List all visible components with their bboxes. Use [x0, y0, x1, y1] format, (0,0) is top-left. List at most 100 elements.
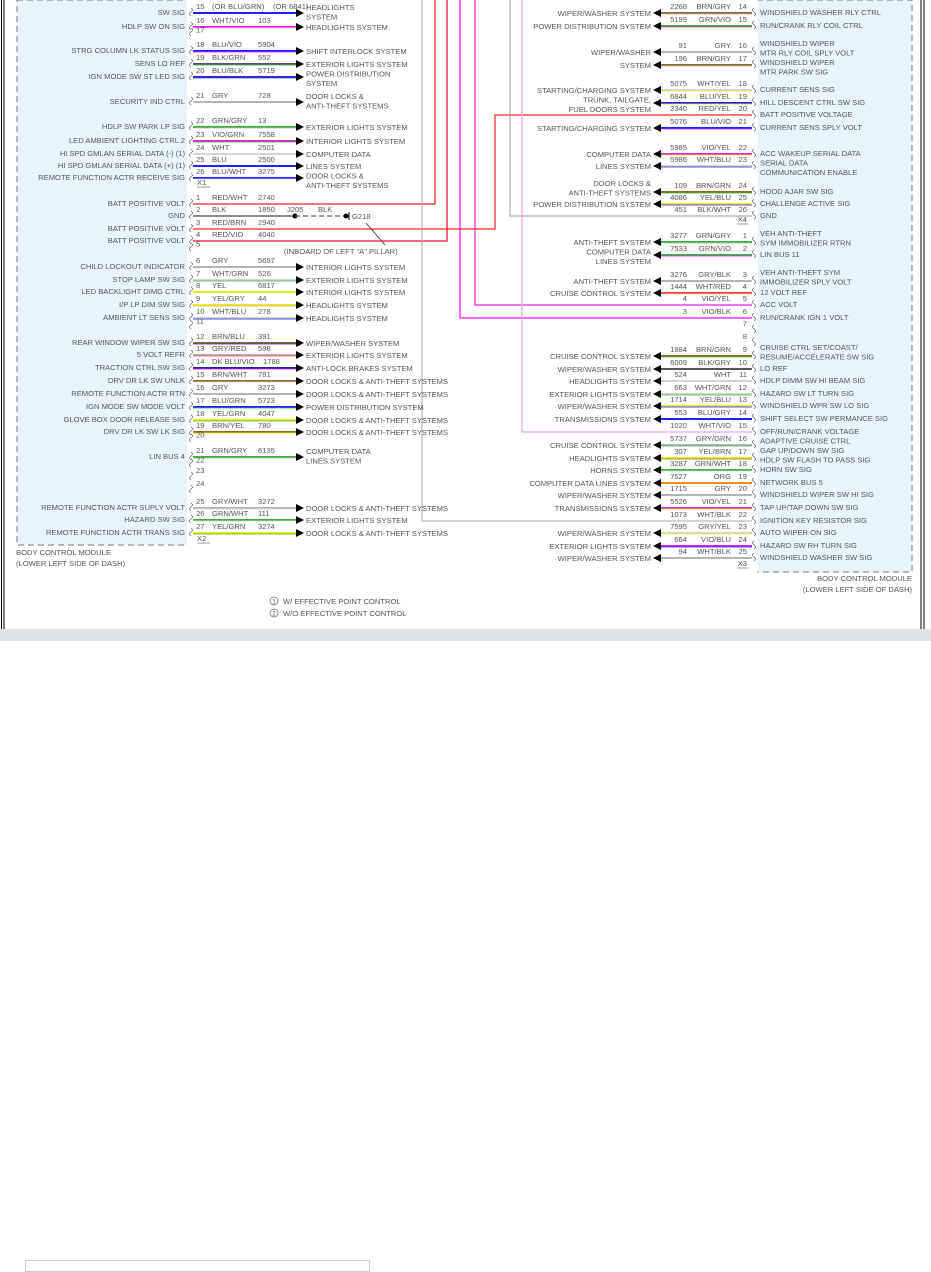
route-gnd — [509, 0, 752, 217]
destination-system: HEADLIGHTS — [306, 3, 355, 12]
arrow-icon — [296, 390, 304, 398]
destination-system: DOOR LOCKS & ANTI-THEFT SYSTEMS — [306, 428, 448, 437]
circuit-number: 5737 — [670, 434, 687, 443]
pin-row-27: 27 REMOTE FUNCTION ACTR TRANS SIG YEL/GRN 3… — [46, 522, 448, 538]
circuit-number: 5697 — [258, 256, 275, 265]
circuit-number: 5076 — [670, 117, 687, 126]
connector-terminal-icon — [189, 21, 193, 31]
arrow-icon — [296, 428, 304, 436]
circuit-number: 94 — [679, 547, 687, 556]
circuit-function-label: DRV DR LK SW LK SIG — [104, 427, 185, 436]
circuit-function-label: IGNITION KEY RESISTOR SIG — [760, 516, 867, 525]
circuit-number: 391 — [258, 332, 271, 341]
circuit-function-label: HDLP SW FLASH TO PASS SIG — [760, 456, 871, 465]
wire-color-code: GRY — [212, 256, 228, 265]
circuit-number: 111 — [258, 509, 270, 518]
wire-color-code: GRN/VIO — [699, 15, 731, 24]
circuit-number: 109 — [674, 181, 687, 190]
pin-row-5: 5 — [189, 240, 200, 252]
pin-number: 4 — [196, 230, 200, 239]
wire-color-code: WHT/GRN — [212, 269, 248, 278]
wire-color-code: RED/VIO — [212, 230, 243, 239]
arrow-icon — [296, 314, 304, 322]
pin-row-1: 1 BATT POSITIVE VOLT RED/WHT 2740 — [108, 193, 275, 208]
pin-number: 15 — [196, 370, 204, 379]
connector-terminal-icon — [752, 46, 756, 56]
circuit-number: 6844 — [670, 92, 687, 101]
pin-row-20: 20 RED/YEL 2340 BATT POSITIVE VOLTAGE — [670, 104, 853, 119]
destination-system: INTERIOR LIGHTS SYSTEM — [306, 288, 405, 297]
connector-terminal-icon — [189, 58, 193, 68]
circuit-number: 2740 — [258, 193, 275, 202]
destination-system: DOOR LOCKS & — [306, 92, 364, 101]
labels: BODY CONTROL MODULE (LOWER LEFT SIDE OF … — [16, 548, 912, 618]
pin-row-26: 26 BLK/WHT 451 GND — [674, 205, 777, 220]
circuit-function-label: DRV DR LK SW UNLK — [108, 376, 185, 385]
arrow-icon — [296, 263, 304, 271]
wire-color-code: VIO/BLU — [701, 535, 731, 544]
circuit-function-label: HAZARD SW LT TURN SIG — [760, 389, 854, 398]
pin-number: 16 — [196, 383, 204, 392]
arrow-icon — [653, 99, 661, 107]
pin-row-7: 7 STOP LAMP SW SIG WHT/GRN 526 EXTERIOR LIGH… — [112, 269, 407, 285]
arrow-icon — [296, 98, 304, 106]
pin-row-16: 16 REMOTE FUNCTION ACTR RTN GRY 3273 DOOR LO… — [71, 383, 448, 399]
circuit-function-label: REMOTE FUNCTION ACTR RTN — [71, 389, 185, 398]
wire-color-code: GRN/WHT — [212, 509, 249, 518]
wire-color-code: BRN/YEL — [212, 421, 245, 430]
connector-x4-right: 14 BRN/GRY 2268 WINDSHIELD WASHER RLY CTRL W… — [533, 2, 881, 225]
circuit-function-label: ADAPTIVE CRUISE CTRL — [760, 437, 850, 446]
wire-color-code: GRY/YEL — [698, 522, 731, 531]
circuit-function-label: VEH ANTI-THEFT — [760, 229, 822, 238]
pin-number: 18 — [196, 409, 204, 418]
wire-color-code: RED/YEL — [699, 104, 732, 113]
circuit-number: 663 — [674, 383, 687, 392]
destination-system: COMPUTER DATA — [306, 150, 372, 159]
destination-system: POWER DISTRIBUTION SYSTEM — [533, 200, 651, 209]
pin-number: 10 — [739, 358, 747, 367]
pin-row-9: 9 BRN/GRN 1884 CRUISE CTRL SET/COAST/RESUME… — [550, 343, 874, 362]
arrow-icon — [296, 174, 304, 182]
taskbar-item[interactable] — [25, 1260, 370, 1272]
pin-row-2: 2 GND BLK 1850 — [168, 205, 275, 220]
destination-system: DOOR LOCKS & ANTI-THEFT SYSTEMS — [306, 416, 448, 425]
diagram-frame — [1, 0, 925, 629]
connector-terminal-icon — [752, 249, 756, 259]
destination-system: COMPUTER DATA — [306, 447, 372, 456]
circuit-function-label: ACC WAKEUP SERIAL DATA — [760, 149, 862, 158]
wire-color-code: BRN/GRN — [696, 181, 731, 190]
destination-system: TRUNK, TAILGATE, — [583, 96, 651, 105]
circuit-function-label: 5 VOLT REFR — [137, 350, 186, 359]
wire-color-code: YEL/GRN — [212, 522, 245, 531]
destination-system: CRUISE CONTROL SYSTEM — [550, 289, 651, 298]
connector-terminal-icon — [752, 97, 756, 107]
pin-number: 14 — [739, 408, 747, 417]
arrow-icon — [653, 402, 661, 410]
arrow-icon — [296, 529, 304, 537]
leader-line — [365, 222, 386, 246]
wire-color-code: WHT/YEL — [697, 79, 731, 88]
route-red-wht — [193, 0, 436, 205]
pin-number: 7 — [743, 319, 747, 328]
destination-system: HEADLIGHTS SYSTEM — [306, 23, 388, 32]
circuit-function-label: REAR WINDOW WIPER SW SIG — [72, 338, 185, 347]
route-wht-vio — [521, 0, 752, 433]
pin-number: 8 — [196, 281, 200, 290]
pin-number: 19 — [739, 472, 747, 481]
pin-number: 17 — [196, 396, 204, 405]
connector-terminal-icon — [752, 287, 756, 297]
circuit-number: 4 — [683, 294, 687, 303]
connector-id: X2 — [197, 534, 206, 543]
circuit-number: 3287 — [670, 459, 687, 468]
arrow-icon — [653, 162, 661, 170]
connector-id: X3 — [738, 559, 747, 568]
pin-row-3: 3 GRY/BLK 3276 VEH ANTI-THEFT SYMIMMOBILIZE… — [574, 268, 852, 287]
pin-row-4: 4 BATT POSITIVE VOLT RED/VIO 4040 — [108, 230, 275, 245]
connector-terminal-icon — [752, 552, 756, 562]
circuit-number: 664 — [674, 535, 687, 544]
arrow-icon — [653, 454, 661, 462]
circuit-number: 3275 — [258, 167, 275, 176]
